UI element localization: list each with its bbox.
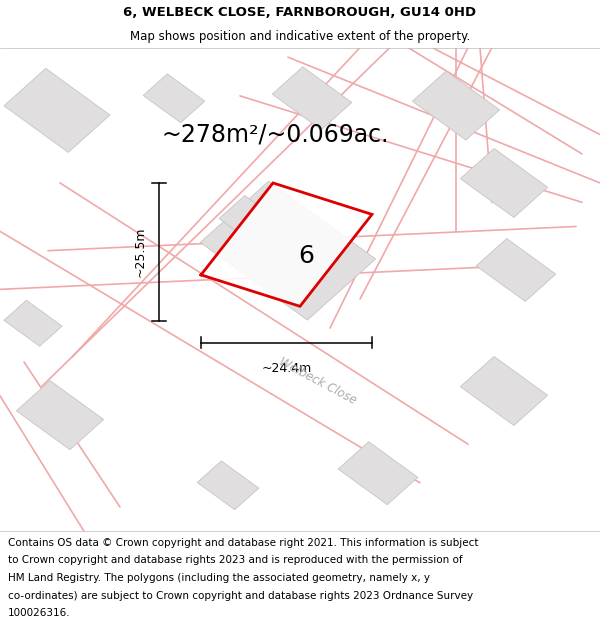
Text: ~24.4m: ~24.4m: [262, 362, 311, 375]
Text: to Crown copyright and database rights 2023 and is reproduced with the permissio: to Crown copyright and database rights 2…: [8, 556, 463, 566]
Polygon shape: [272, 67, 352, 130]
Text: 6: 6: [298, 244, 314, 268]
Polygon shape: [460, 356, 548, 426]
Text: Map shows position and indicative extent of the property.: Map shows position and indicative extent…: [130, 29, 470, 42]
Polygon shape: [219, 196, 285, 248]
Text: HM Land Registry. The polygons (including the associated geometry, namely x, y: HM Land Registry. The polygons (includin…: [8, 573, 430, 583]
Polygon shape: [143, 74, 205, 122]
Text: Contains OS data © Crown copyright and database right 2021. This information is : Contains OS data © Crown copyright and d…: [8, 538, 478, 548]
Text: Welbeck Close: Welbeck Close: [277, 356, 359, 408]
Text: 6, WELBECK CLOSE, FARNBOROUGH, GU14 0HD: 6, WELBECK CLOSE, FARNBOROUGH, GU14 0HD: [124, 6, 476, 19]
Polygon shape: [476, 239, 556, 301]
Text: ~25.5m: ~25.5m: [134, 227, 147, 277]
Polygon shape: [16, 381, 104, 449]
Text: ~278m²/~0.069ac.: ~278m²/~0.069ac.: [162, 122, 389, 147]
Polygon shape: [201, 183, 372, 306]
Polygon shape: [197, 461, 259, 509]
Polygon shape: [460, 148, 548, 218]
Polygon shape: [4, 300, 62, 346]
Polygon shape: [4, 68, 110, 152]
Text: co-ordinates) are subject to Crown copyright and database rights 2023 Ordnance S: co-ordinates) are subject to Crown copyr…: [8, 591, 473, 601]
Polygon shape: [200, 181, 376, 320]
Polygon shape: [412, 71, 500, 140]
Text: 100026316.: 100026316.: [8, 608, 70, 618]
Polygon shape: [338, 442, 418, 504]
